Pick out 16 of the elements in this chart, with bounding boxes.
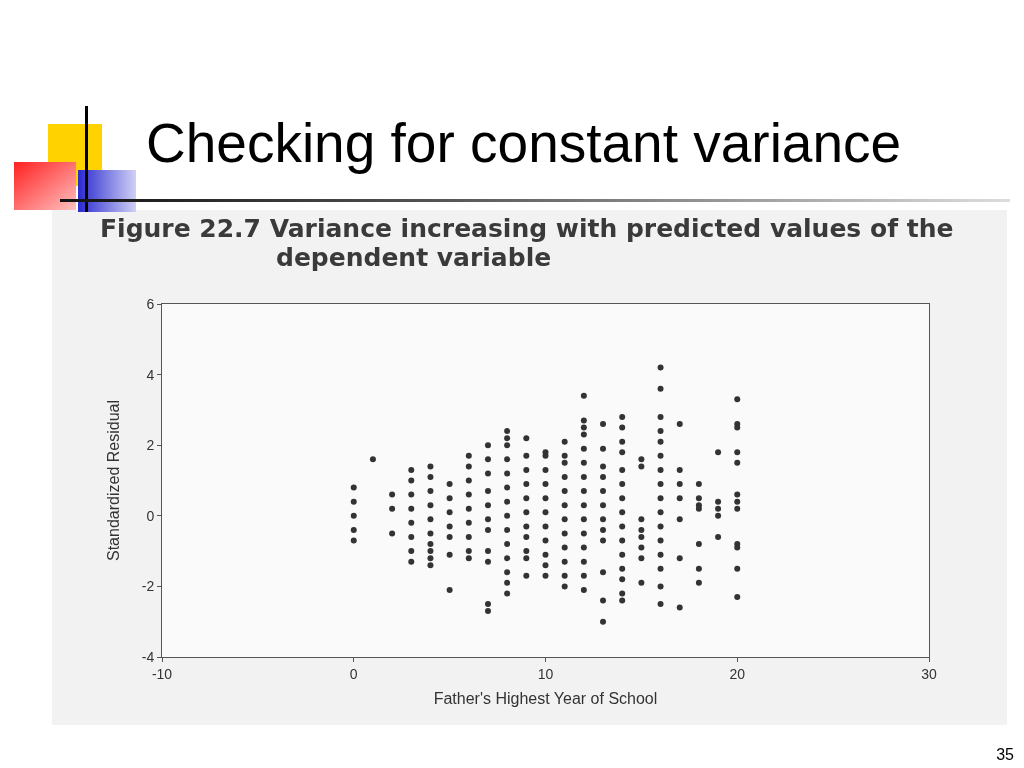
text: 35 xyxy=(996,746,1014,764)
y-tick-label: 6 xyxy=(146,295,155,312)
x-tick-label: 20 xyxy=(729,665,746,682)
x-tick-label: 0 xyxy=(349,665,358,682)
y-axis-title: Standardized Residual xyxy=(104,400,122,561)
y-tick-label: -2 xyxy=(141,578,155,595)
chart-title: Checking for constant variance xyxy=(146,111,902,175)
x-axis-title: Father's Highest Year of School xyxy=(433,690,658,708)
x-tick-label: 30 xyxy=(921,665,937,682)
y-tick-label: 0 xyxy=(146,507,155,524)
x-tick-label: 10 xyxy=(537,665,554,682)
chart-subtitle: Figure 22.7 Variance increasing with predicted values of the dependent variable xyxy=(100,214,955,272)
y-tick-label: -4 xyxy=(141,648,155,665)
x-tick-label: -10 xyxy=(151,665,173,682)
y-tick-label: 2 xyxy=(146,437,155,454)
y-tick-label: 4 xyxy=(146,366,155,383)
